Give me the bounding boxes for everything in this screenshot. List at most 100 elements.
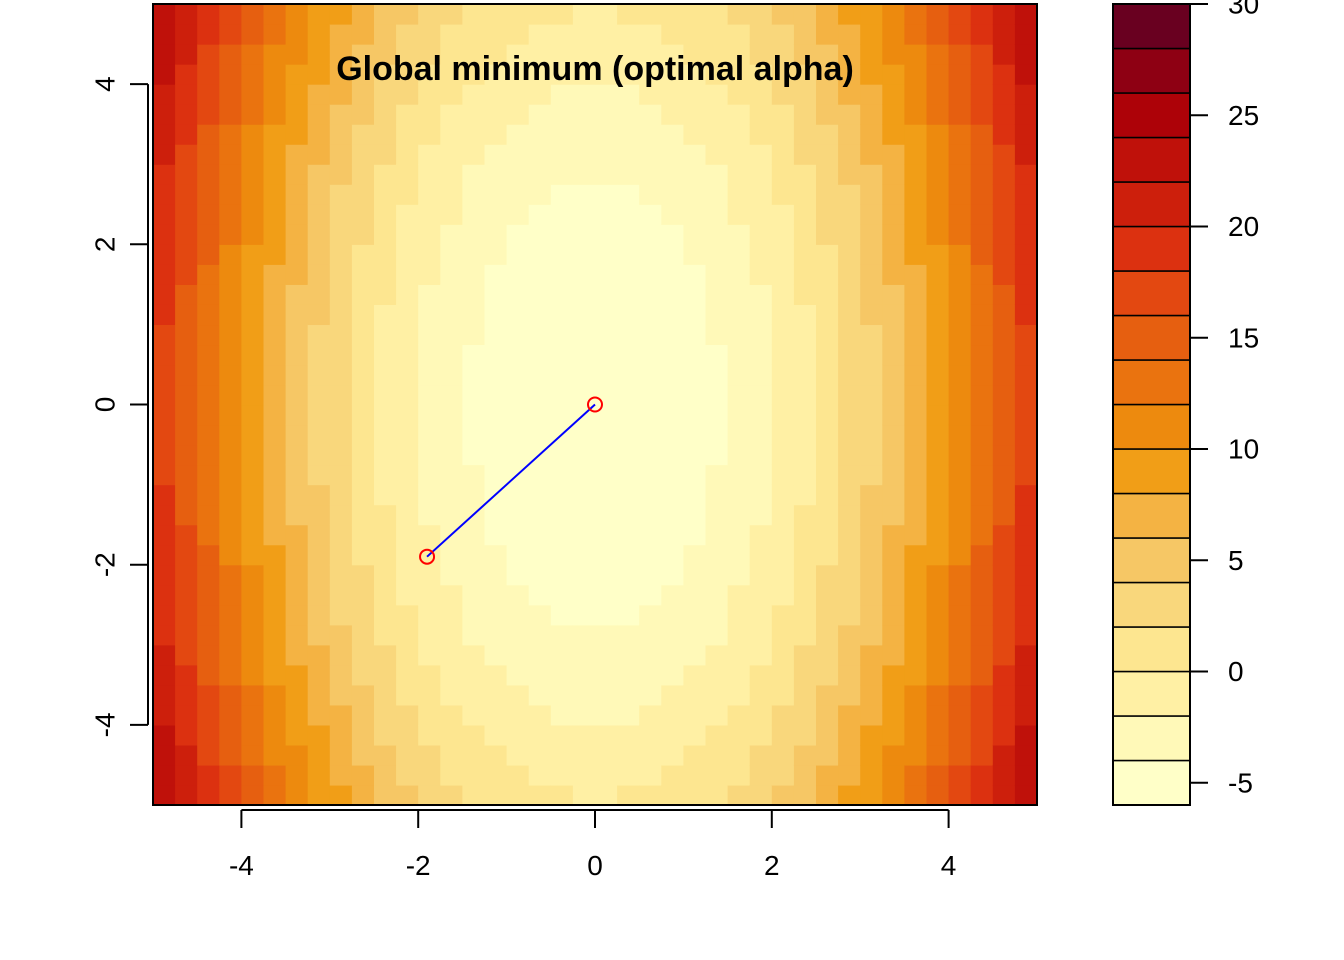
heat-cell	[241, 484, 265, 506]
heat-cell	[396, 64, 419, 85]
heat-cell	[263, 584, 287, 606]
heat-cell	[749, 364, 773, 386]
heat-cell	[396, 184, 419, 205]
heat-cell	[661, 484, 684, 506]
heat-cell	[639, 344, 662, 366]
heat-cell	[307, 84, 331, 105]
heat-cell	[617, 624, 640, 646]
heat-cell	[617, 704, 640, 726]
heat-cell	[285, 264, 309, 285]
heat-cell	[241, 224, 265, 245]
heat-cell	[528, 264, 552, 285]
heat-cell	[440, 44, 463, 65]
heat-cell	[484, 724, 508, 746]
heat-cell	[153, 404, 176, 426]
heat-cell	[153, 104, 176, 125]
heat-cell	[727, 564, 751, 586]
heat-cell	[771, 324, 795, 346]
heat-cell	[462, 444, 486, 466]
heat-cell	[617, 164, 640, 185]
heat-cell	[838, 184, 861, 205]
heat-cell	[816, 4, 839, 25]
heat-cell	[771, 64, 795, 85]
heat-cell	[285, 644, 309, 666]
heat-cell	[506, 204, 530, 225]
heat-cell	[440, 404, 463, 426]
heat-cell	[307, 384, 331, 406]
heat-cell	[904, 164, 928, 185]
heat-cell	[705, 204, 729, 225]
heat-cell	[263, 424, 287, 446]
heat-cell	[241, 404, 265, 426]
heat-cell	[418, 144, 441, 165]
heat-cell	[550, 564, 574, 586]
heat-cell	[727, 724, 751, 746]
heat-cell	[595, 164, 618, 185]
heat-cell	[970, 624, 994, 646]
heat-cell	[683, 504, 707, 526]
heat-cell	[771, 444, 795, 466]
heat-cell	[329, 744, 353, 766]
heat-cell	[926, 784, 950, 806]
heat-cell	[771, 504, 795, 526]
heat-cell	[351, 424, 375, 446]
heat-cell	[816, 384, 839, 406]
legend-tick-label: 25	[1228, 100, 1259, 131]
heat-cell	[793, 164, 817, 185]
heat-cell	[572, 444, 596, 466]
heat-cell	[617, 604, 640, 626]
heat-cell	[882, 524, 905, 546]
heat-cell	[263, 704, 287, 726]
heat-cell	[572, 24, 596, 45]
heat-cell	[727, 244, 751, 265]
heat-cell	[197, 664, 220, 686]
heat-cell	[683, 144, 707, 165]
heat-cell	[970, 284, 994, 305]
heat-cell	[153, 644, 176, 666]
heat-cell	[462, 344, 486, 366]
heat-cell	[816, 524, 839, 546]
heat-cell	[926, 664, 950, 686]
heat-cell	[418, 684, 441, 706]
heat-cell	[506, 684, 530, 706]
heat-cell	[528, 544, 552, 566]
heat-cell	[793, 444, 817, 466]
heat-cell	[639, 384, 662, 406]
heat-cell	[263, 164, 287, 185]
heat-cell	[617, 304, 640, 326]
heat-cell	[926, 404, 950, 426]
heat-cell	[705, 484, 729, 506]
heat-cell	[749, 764, 773, 786]
heat-cell	[197, 344, 220, 366]
heat-cell	[904, 544, 928, 566]
heat-cell	[860, 284, 883, 305]
heat-cell	[948, 144, 972, 165]
heat-cell	[749, 404, 773, 426]
heat-cell	[241, 364, 265, 386]
heat-cell	[860, 184, 883, 205]
heat-cell	[749, 64, 773, 85]
heat-cell	[374, 784, 397, 806]
heat-cell	[793, 464, 817, 486]
heat-cell	[550, 244, 574, 265]
heat-cell	[307, 204, 331, 225]
heat-cell	[550, 4, 574, 25]
heat-cell	[1014, 484, 1038, 506]
heat-cell	[970, 684, 994, 706]
heat-cell	[307, 324, 331, 346]
heat-cell	[396, 284, 419, 305]
heat-cell	[860, 304, 883, 326]
heat-cell	[904, 384, 928, 406]
heat-cell	[396, 584, 419, 606]
heat-cell	[528, 184, 552, 205]
heat-cell	[219, 344, 242, 366]
heat-cell	[705, 404, 729, 426]
heat-cell	[241, 604, 265, 626]
heat-cell	[418, 744, 441, 766]
heat-cell	[793, 664, 817, 686]
heat-cell	[948, 704, 972, 726]
heat-cell	[374, 584, 397, 606]
heat-cell	[462, 164, 486, 185]
heat-cell	[418, 264, 441, 285]
heat-cell	[749, 144, 773, 165]
